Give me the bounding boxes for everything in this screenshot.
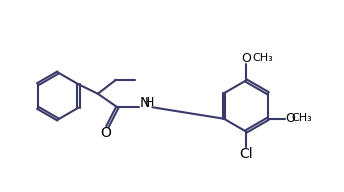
Text: N: N — [139, 96, 150, 110]
Text: CH₃: CH₃ — [291, 113, 312, 123]
Text: O: O — [241, 51, 251, 65]
Text: H: H — [145, 96, 154, 109]
Text: O: O — [286, 112, 295, 125]
Text: CH₃: CH₃ — [252, 53, 273, 63]
Text: O: O — [100, 126, 111, 140]
Text: Cl: Cl — [239, 146, 253, 161]
